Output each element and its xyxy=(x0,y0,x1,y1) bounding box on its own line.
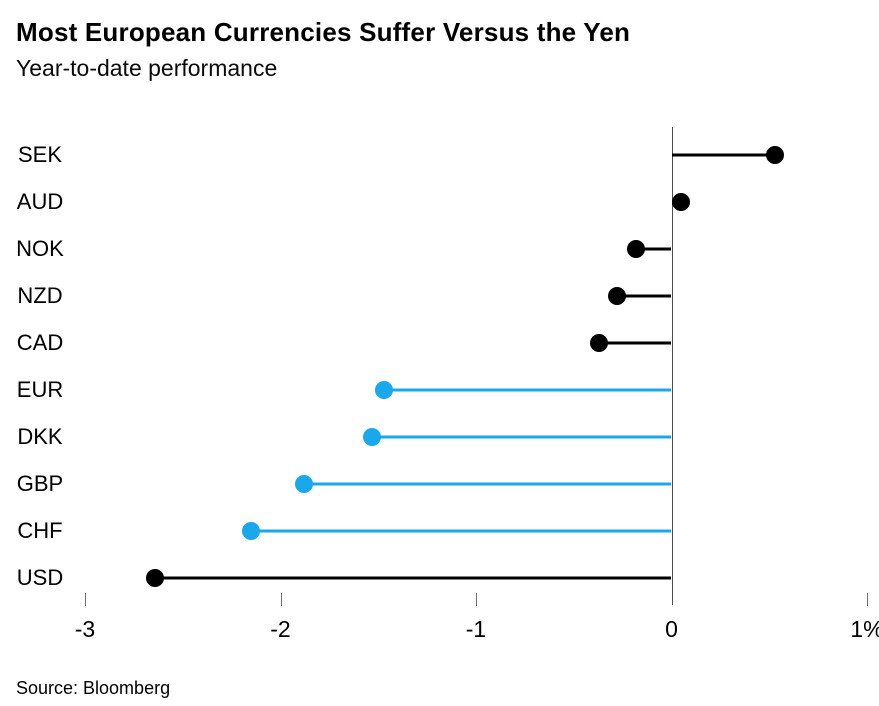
lollipop-dot xyxy=(363,428,382,446)
category-label: AUD xyxy=(16,189,64,214)
category-label: CAD xyxy=(16,330,64,355)
x-tick-mark xyxy=(280,593,282,606)
x-tick-mark xyxy=(85,593,86,606)
lollipop-dot xyxy=(146,569,165,587)
lollipop-stem xyxy=(616,294,672,298)
category-label: SEK xyxy=(17,142,63,167)
lollipop-stem xyxy=(303,482,672,486)
x-tick-label: -2 xyxy=(270,616,291,642)
lollipop-stem xyxy=(384,388,672,392)
lollipop-stem xyxy=(599,341,672,345)
lollipop-dot xyxy=(294,475,313,493)
x-tick-label: 0 xyxy=(665,616,678,642)
lollipop-dot xyxy=(607,287,626,305)
chart-subtitle: Year-to-date performance xyxy=(16,55,278,81)
category-label: NZD xyxy=(17,283,63,308)
x-tick-mark xyxy=(867,593,868,606)
lollipop-stem xyxy=(155,576,672,580)
category-label: CHF xyxy=(17,518,63,543)
x-tick-label: -3 xyxy=(74,616,96,642)
category-label: DKK xyxy=(17,424,63,449)
lollipop-stem xyxy=(636,247,672,251)
lollipop-stem xyxy=(372,435,672,439)
category-label: GBP xyxy=(16,471,64,496)
lollipop-dot xyxy=(375,381,394,399)
category-label: NOK xyxy=(16,236,64,261)
lollipop-dot xyxy=(590,334,609,352)
chart-title: Most European Currencies Suffer Versus t… xyxy=(16,17,631,47)
lollipop-stem xyxy=(671,153,776,157)
x-tick-label: -1 xyxy=(465,616,487,642)
x-tick-mark xyxy=(476,593,477,606)
lollipop-dot xyxy=(242,522,261,540)
category-label: USD xyxy=(16,565,64,590)
lollipop-dot xyxy=(766,146,785,164)
lollipop-stem xyxy=(251,529,672,533)
lollipop-dot xyxy=(672,193,691,211)
category-label: EUR xyxy=(16,377,64,402)
x-tick-label: 1% xyxy=(850,616,879,642)
source-note: Source: Bloomberg xyxy=(16,678,171,698)
lollipop-dot xyxy=(627,240,646,258)
zero-axis-line xyxy=(671,127,673,605)
